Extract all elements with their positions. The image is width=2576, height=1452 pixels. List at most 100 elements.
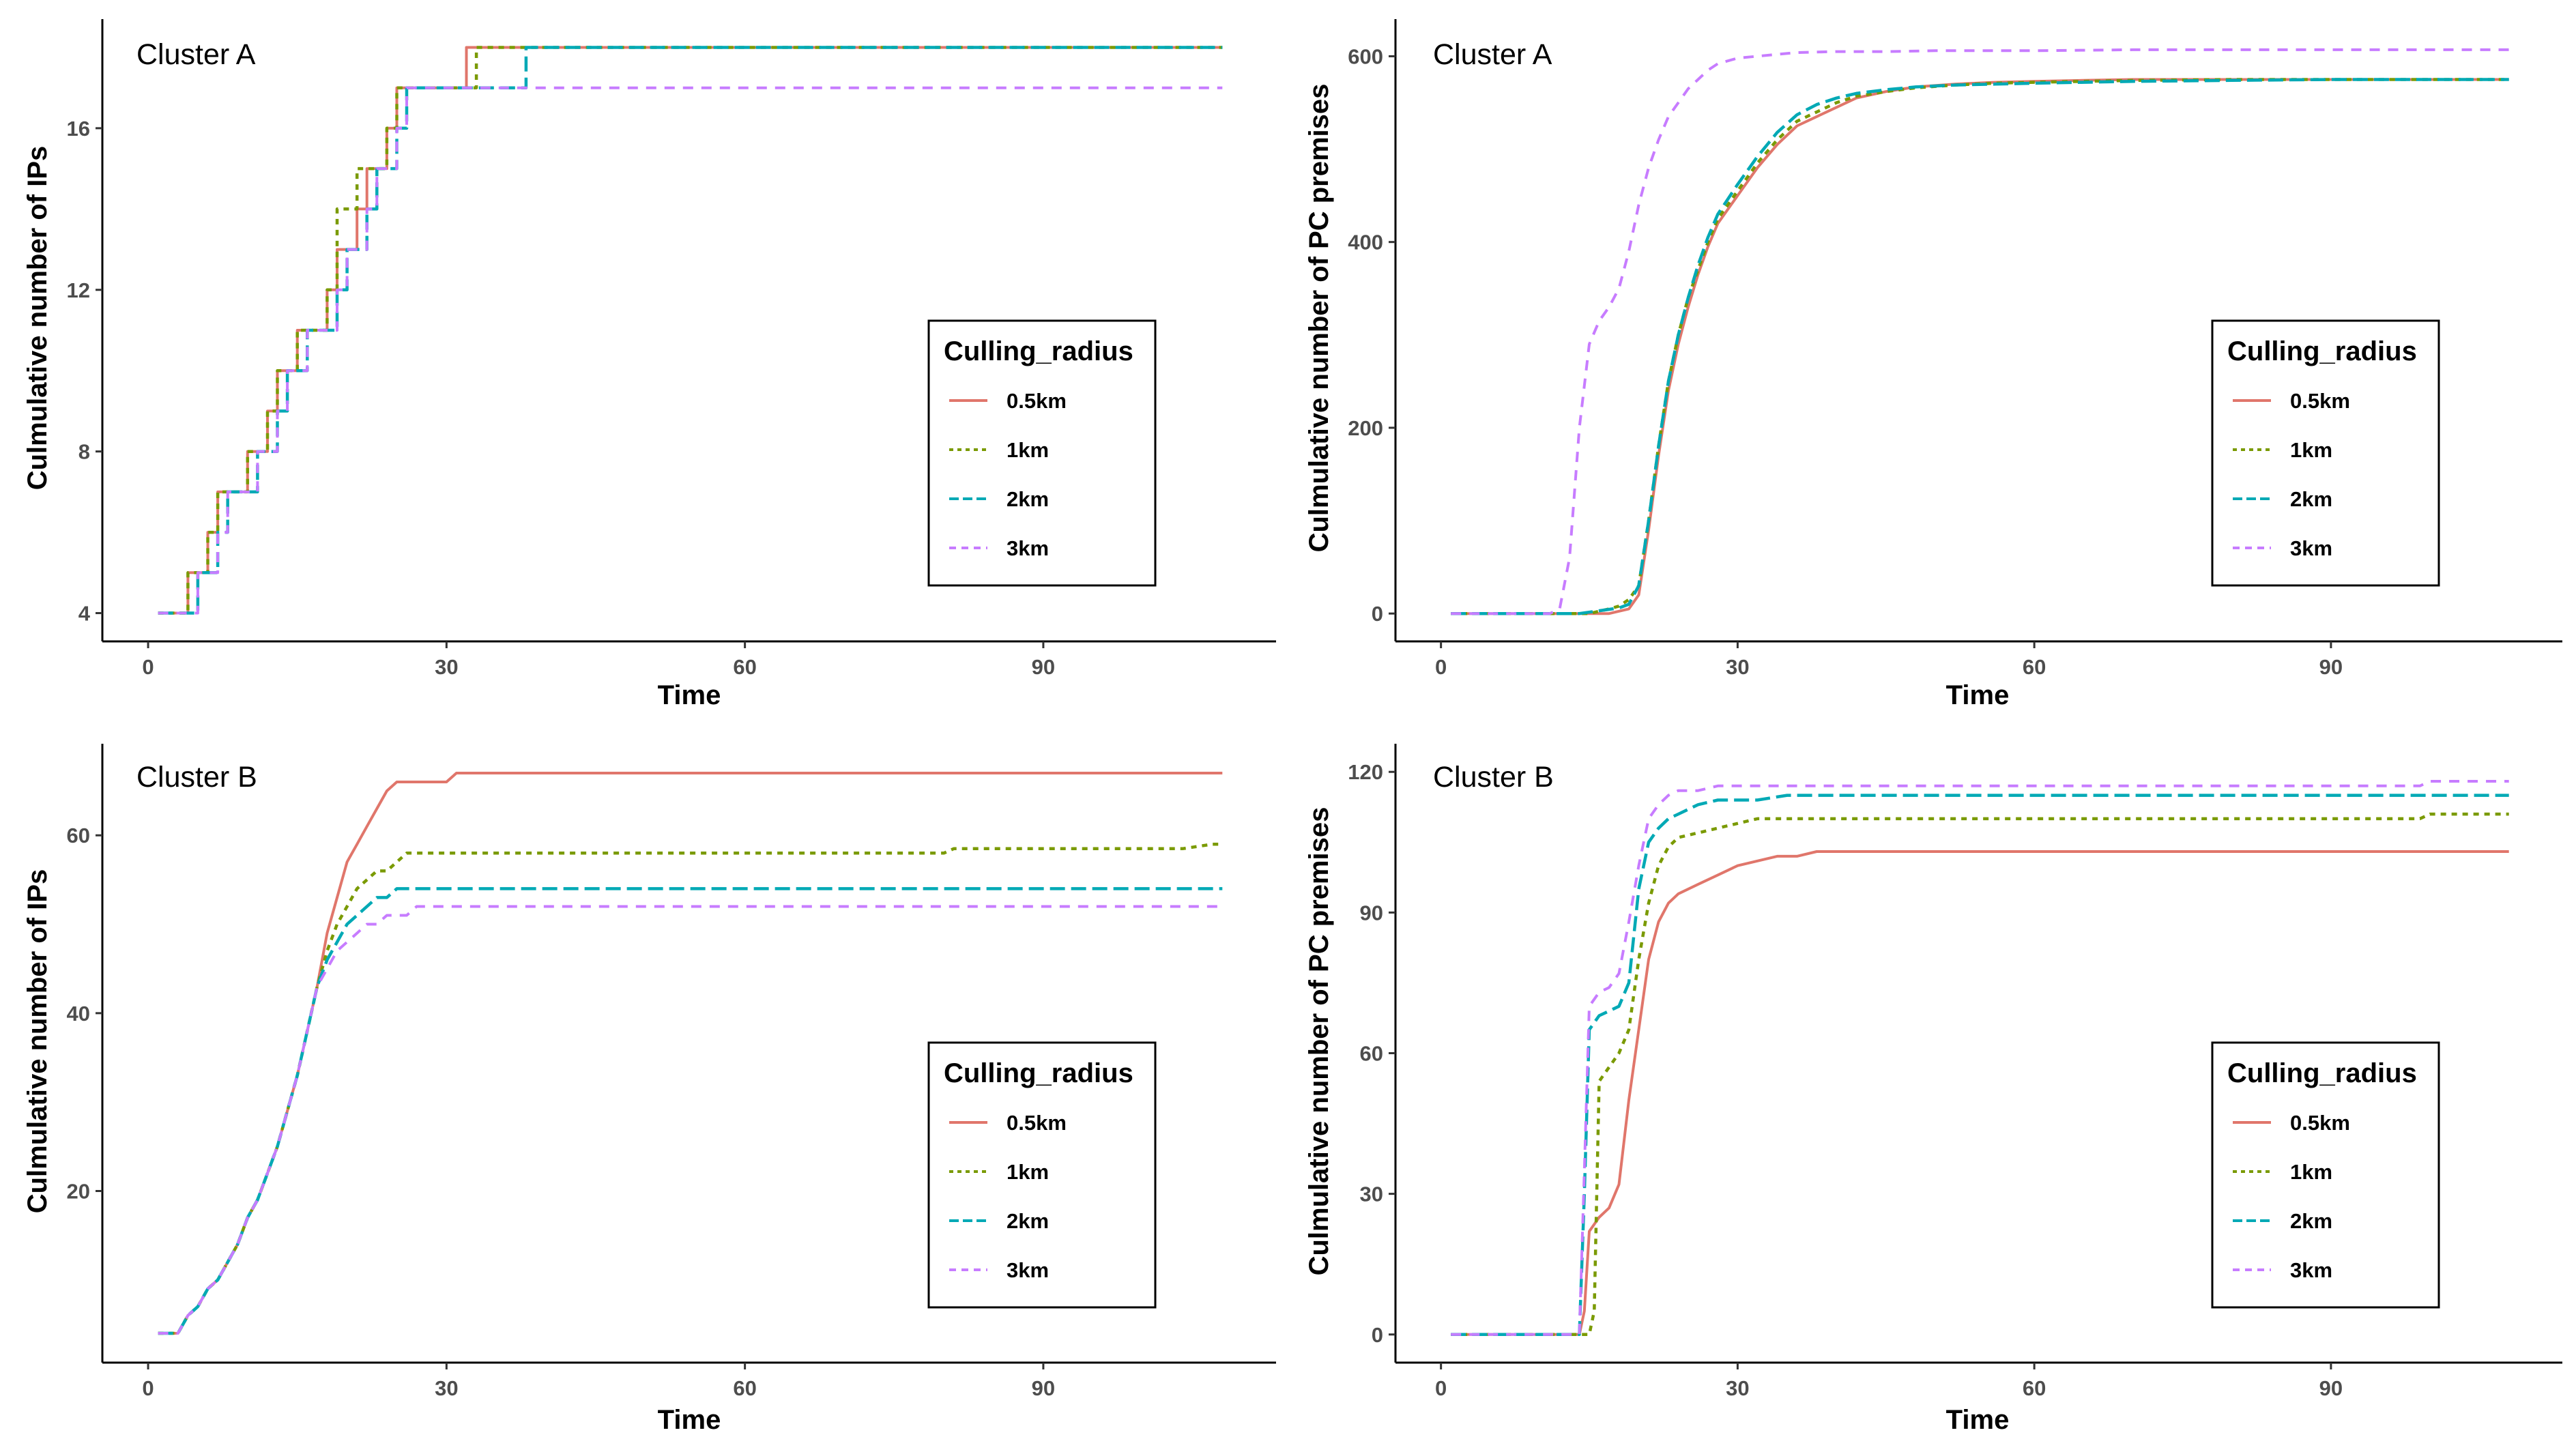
legend-label: 1km: [1007, 1160, 1049, 1184]
legend-item: 2km: [949, 487, 1049, 511]
legend-label: 1km: [2290, 438, 2332, 462]
legend-title: Culling_radius: [944, 1058, 1133, 1088]
panel-2-y-axis-title: Culmulative number of PC premises: [1304, 84, 1334, 553]
panel-4-cluster-label: Cluster B: [1433, 761, 1554, 794]
series-line-1km: [1451, 812, 2509, 1337]
legend-item: 0.5km: [2233, 389, 2350, 413]
y-tick-label: 16: [67, 117, 90, 141]
y-tick-label: 60: [1360, 1042, 1383, 1066]
panel-cluster-a-ips: 0 30 60 90 4 8 12 16 Cluster A Time Culmulative…: [23, 19, 1276, 710]
y-tick-label: 0: [1372, 602, 1383, 626]
x-tick-label: 60: [733, 655, 756, 679]
panel-2-cluster-label: Cluster A: [1433, 38, 1552, 71]
y-tick-label: 120: [1348, 760, 1383, 784]
series-line-3km: [158, 905, 1223, 1335]
series-line-3km: [1451, 780, 2509, 1336]
panel-cluster-b-ips: 0 30 60 90 20 40 60 Cluster B Time Culmulative…: [23, 744, 1276, 1435]
panel-2-legend: Culling_radius 0.5km 1km 2km 3km: [2211, 319, 2440, 587]
y-tick-label: 600: [1348, 44, 1383, 68]
legend-label: 0.5km: [2290, 389, 2350, 413]
panel-1-x-axis-title: Time: [658, 680, 721, 710]
legend-item: 1km: [2233, 438, 2332, 462]
legend-label: 0.5km: [1007, 1111, 1067, 1135]
panel-2-lines: [1451, 48, 2509, 615]
series-line-0.5km: [1451, 850, 2509, 1336]
legend-title: Culling_radius: [944, 336, 1133, 366]
panel-3-lines: [158, 772, 1223, 1335]
y-tick-label: 4: [78, 602, 91, 626]
x-tick-label: 30: [1726, 1376, 1749, 1400]
panel-3-legend: Culling_radius 0.5km 1km 2km 3km: [927, 1041, 1157, 1309]
legend-item: 2km: [949, 1209, 1049, 1233]
legend-item: 3km: [2233, 536, 2332, 560]
legend-label: 3km: [1007, 536, 1049, 560]
legend-item: 3km: [2233, 1258, 2332, 1282]
y-tick-label: 8: [78, 440, 90, 464]
x-tick-label: 30: [1726, 655, 1749, 679]
legend-title: Culling_radius: [2227, 1058, 2417, 1088]
legend-item: 2km: [2233, 487, 2332, 511]
x-tick-label: 0: [142, 655, 154, 679]
x-tick-label: 0: [142, 1376, 154, 1400]
panel-1-cluster-label: Cluster A: [136, 38, 256, 71]
series-line-3km: [158, 86, 1223, 615]
y-tick-label: 30: [1360, 1182, 1383, 1206]
panel-4-axes: 0 30 60 90 0 30 60 90 120: [1348, 744, 2562, 1400]
panel-cluster-b-pc-premises: 0 30 60 90 0 30 60 90 120 Cluster B Time Culmula…: [1304, 744, 2562, 1435]
x-tick-label: 90: [1032, 655, 1055, 679]
panel-4-y-axis-title: Culmulative number of PC premises: [1304, 807, 1334, 1276]
x-tick-label: 60: [733, 1376, 756, 1400]
panel-4-legend: Culling_radius 0.5km 1km 2km 3km: [2211, 1041, 2440, 1309]
x-tick-label: 60: [2023, 655, 2046, 679]
legend-item: 0.5km: [949, 1111, 1067, 1135]
y-tick-label: 60: [67, 824, 90, 847]
y-tick-label: 40: [67, 1002, 90, 1026]
x-tick-label: 0: [1435, 655, 1447, 679]
y-tick-label: 20: [67, 1179, 90, 1203]
legend-item: 2km: [2233, 1209, 2332, 1233]
legend-label: 3km: [2290, 536, 2332, 560]
legend-label: 2km: [1007, 1209, 1049, 1233]
legend-item: 3km: [949, 1258, 1049, 1282]
series-line-1km: [1451, 78, 2509, 615]
y-tick-label: 0: [1372, 1323, 1383, 1347]
panel-1-y-axis-title: Culmulative number of IPs: [23, 146, 53, 491]
y-tick-label: 90: [1360, 901, 1383, 925]
panel-1-lines: [158, 46, 1223, 615]
x-tick-label: 90: [2319, 655, 2343, 679]
legend-label: 2km: [1007, 487, 1049, 511]
panel-cluster-a-pc-premises: 0 30 60 90 0 200 400 600 Cluster A Time Culmula…: [1304, 19, 2562, 710]
x-tick-label: 90: [1032, 1376, 1055, 1400]
panel-1-axes: 0 30 60 90 4 8 12 16: [67, 19, 1276, 679]
panel-4-x-axis-title: Time: [1946, 1405, 2010, 1435]
legend-item: 1km: [949, 1160, 1049, 1184]
panel-3-y-axis-title: Culmulative number of IPs: [23, 869, 53, 1214]
legend-label: 2km: [2290, 487, 2332, 511]
x-tick-label: 30: [435, 655, 458, 679]
y-tick-label: 200: [1348, 416, 1383, 440]
series-line-2km: [1451, 794, 2509, 1337]
legend-item: 1km: [2233, 1160, 2332, 1184]
panel-2-x-axis-title: Time: [1946, 680, 2010, 710]
legend-title: Culling_radius: [2227, 336, 2417, 366]
x-tick-label: 90: [2319, 1376, 2343, 1400]
panel-3-cluster-label: Cluster B: [136, 761, 257, 794]
legend-label: 0.5km: [1007, 389, 1067, 413]
x-tick-label: 0: [1435, 1376, 1447, 1400]
legend-label: 1km: [2290, 1160, 2332, 1184]
legend-label: 3km: [2290, 1258, 2332, 1282]
y-tick-label: 400: [1348, 231, 1383, 255]
x-tick-label: 30: [435, 1376, 458, 1400]
x-tick-label: 60: [2023, 1376, 2046, 1400]
legend-item: 1km: [949, 438, 1049, 462]
y-tick-label: 12: [67, 278, 90, 302]
panel-4-lines: [1451, 780, 2509, 1337]
legend-label: 0.5km: [2290, 1111, 2350, 1135]
legend-label: 1km: [1007, 438, 1049, 462]
panel-3-x-axis-title: Time: [658, 1405, 721, 1435]
legend-label: 3km: [1007, 1258, 1049, 1282]
panel-1-legend: Culling_radius 0.5km 1km 2km 3km: [927, 319, 1157, 587]
legend-item: 0.5km: [949, 389, 1067, 413]
legend-item: 0.5km: [2233, 1111, 2350, 1135]
